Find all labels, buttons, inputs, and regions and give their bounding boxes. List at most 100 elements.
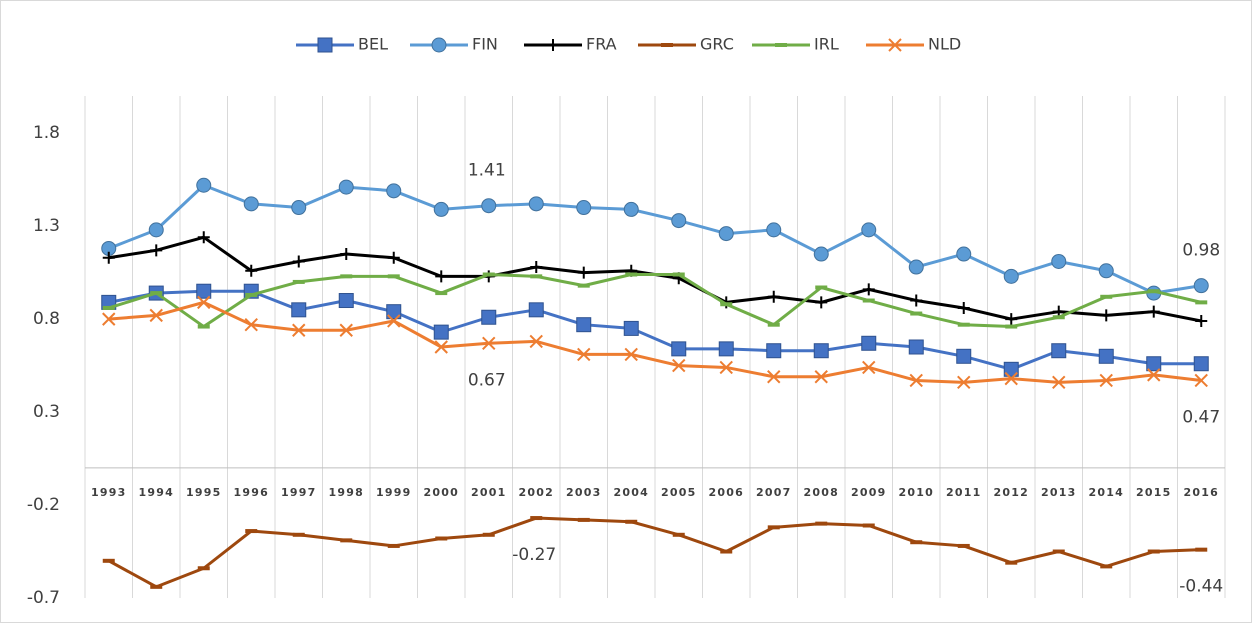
data-point — [338, 179, 354, 195]
x-tick-label: 2004 — [614, 486, 649, 499]
data-point — [671, 213, 687, 229]
data-label: -0.27 — [512, 545, 556, 565]
data-point — [576, 200, 592, 216]
x-tick-label: 2012 — [994, 486, 1029, 499]
data-point — [671, 341, 687, 357]
data-point — [576, 317, 592, 333]
legend-marker — [317, 37, 333, 53]
data-point — [528, 196, 544, 212]
data-point — [623, 201, 639, 217]
data-point — [1147, 368, 1161, 382]
data-point — [1005, 313, 1018, 326]
data-point — [1195, 314, 1208, 327]
x-tick-label: 2011 — [946, 486, 981, 499]
data-point — [340, 248, 353, 261]
x-tick-label: 2013 — [1041, 486, 1076, 499]
data-point — [1003, 268, 1019, 284]
x-tick-label: 2008 — [804, 486, 839, 499]
data-point — [813, 343, 829, 359]
data-point — [244, 317, 258, 332]
data-point — [339, 323, 353, 337]
data-label: 0.67 — [468, 370, 506, 390]
data-point — [150, 244, 163, 257]
x-tick-label: 2001 — [471, 486, 506, 499]
data-point — [102, 312, 116, 326]
data-point — [908, 259, 924, 275]
data-point — [908, 339, 924, 355]
data-point — [196, 177, 212, 193]
data-point — [1004, 371, 1018, 386]
data-point — [1003, 361, 1019, 377]
data-point — [1146, 356, 1162, 372]
x-tick-label: 2002 — [519, 486, 554, 499]
y-tick-label: 0.8 — [33, 309, 60, 329]
x-tick-label: 2005 — [661, 486, 696, 499]
x-tick-label: 2016 — [1184, 486, 1219, 499]
data-point — [149, 308, 163, 323]
data-point — [1098, 263, 1114, 279]
y-tick-label: 1.8 — [33, 123, 60, 143]
x-tick-label: 2000 — [424, 486, 459, 499]
data-point — [910, 294, 923, 307]
data-point — [291, 302, 307, 318]
y-tick-label: 0.3 — [33, 402, 60, 422]
data-point — [862, 360, 876, 375]
data-point — [956, 246, 972, 262]
data-point — [766, 343, 782, 359]
series-line — [108, 183, 1202, 295]
data-point — [814, 370, 828, 384]
data-point — [1193, 356, 1209, 372]
data-point — [386, 183, 402, 199]
y-tick-label: 1.3 — [33, 216, 60, 236]
data-point — [197, 295, 211, 310]
x-tick-label: 1993 — [91, 486, 126, 499]
data-point — [1100, 309, 1113, 322]
legend-label: NLD — [928, 35, 961, 54]
data-point — [148, 222, 164, 238]
data-label: -0.44 — [1179, 577, 1223, 597]
x-tick-label: 1999 — [376, 486, 411, 499]
data-point — [481, 309, 497, 325]
x-tick-label: 1995 — [186, 486, 221, 499]
data-point — [672, 358, 686, 373]
x-tick-label: 2010 — [899, 486, 934, 499]
x-tick-label: 2009 — [851, 486, 886, 499]
data-point — [528, 302, 544, 318]
data-point — [386, 304, 402, 320]
x-tick-label: 2014 — [1089, 486, 1124, 499]
data-point — [387, 314, 401, 328]
data-point — [1194, 373, 1208, 388]
data-point — [433, 201, 449, 217]
data-point — [292, 255, 305, 268]
data-point — [435, 270, 448, 283]
legend-marker — [431, 37, 447, 53]
data-point — [530, 261, 543, 274]
legend-marker — [888, 38, 902, 52]
x-tick-label: 2007 — [756, 486, 791, 499]
data-point — [767, 290, 780, 303]
x-tick-label: 1996 — [234, 486, 269, 499]
data-point — [813, 246, 829, 262]
x-tick-label: 2006 — [709, 486, 744, 499]
series-line — [108, 289, 1202, 371]
data-point — [1193, 278, 1209, 294]
legend-label: FRA — [586, 35, 617, 54]
data-point — [292, 323, 306, 337]
data-point — [815, 296, 828, 309]
data-point — [718, 226, 734, 242]
data-point — [1051, 253, 1067, 269]
data-point — [338, 293, 354, 309]
data-point — [243, 196, 259, 212]
data-point — [909, 373, 923, 388]
legend-label: IRL — [814, 35, 839, 54]
data-point — [291, 200, 307, 216]
data-point — [1099, 373, 1113, 388]
data-point — [529, 334, 543, 349]
x-tick-label: 1994 — [139, 486, 174, 499]
data-point — [1051, 343, 1067, 359]
data-point — [956, 348, 972, 364]
data-point — [196, 283, 212, 299]
data-point — [245, 264, 258, 277]
data-point — [197, 231, 210, 244]
